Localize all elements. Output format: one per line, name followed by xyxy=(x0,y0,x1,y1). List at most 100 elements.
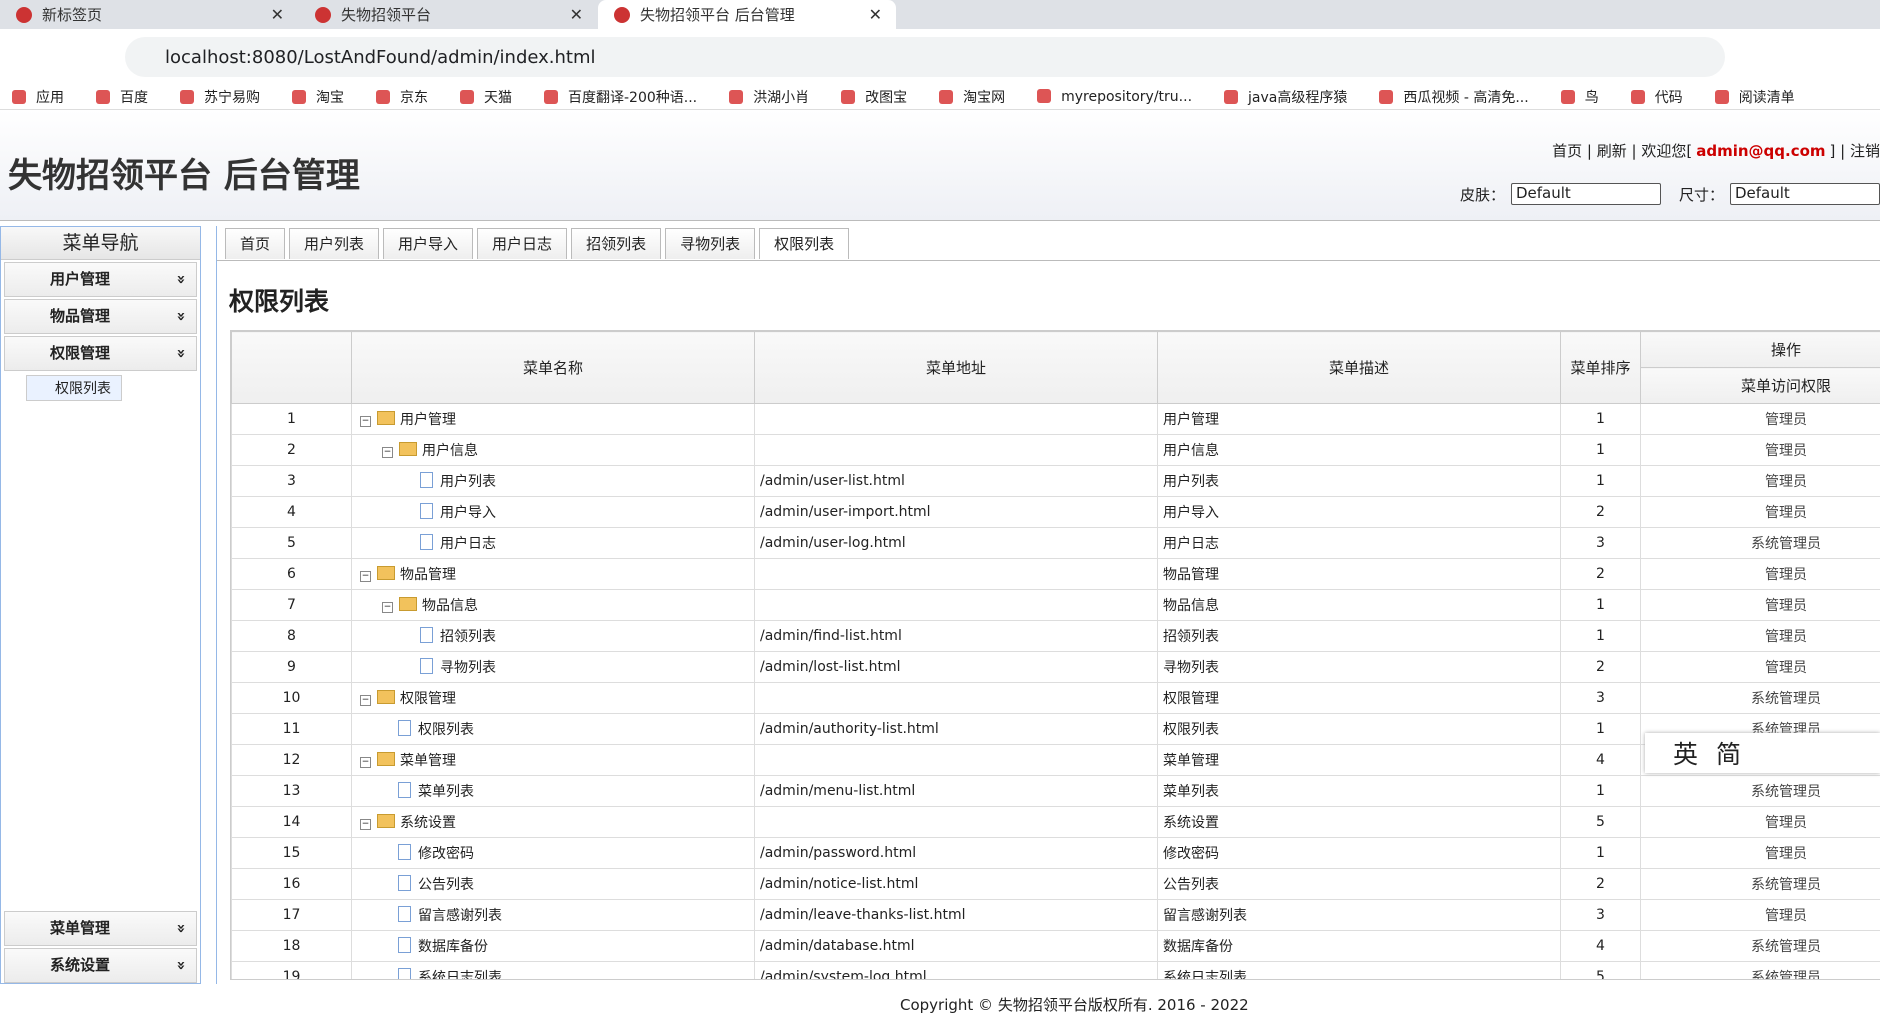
skin-label: 皮肤： xyxy=(1460,184,1505,205)
row-number: 2 xyxy=(232,435,352,466)
content-tab[interactable]: 首页 xyxy=(225,228,285,259)
menu-title: 菜单导航 xyxy=(1,227,200,260)
bookmark[interactable]: 应用 xyxy=(12,87,64,107)
bookmark[interactable]: 百度翻译-200种语... xyxy=(544,87,697,107)
welcome: 欢迎您[ xyxy=(1641,142,1692,160)
tree-toggle[interactable]: − xyxy=(360,416,371,427)
bookmark[interactable]: 淘宝 xyxy=(292,87,344,107)
role-cell: 管理员 xyxy=(1641,466,1880,497)
bookmark[interactable]: 西瓜视频 - 高清免... xyxy=(1379,87,1528,107)
tab-title: 失物招领平台 xyxy=(341,4,431,25)
row-number: 16 xyxy=(232,869,352,900)
content-tab[interactable]: 用户日志 xyxy=(477,228,567,259)
header-link[interactable]: 刷新 xyxy=(1597,142,1627,160)
content-tab[interactable]: 用户列表 xyxy=(289,228,379,259)
folder-icon xyxy=(377,411,395,425)
bookmark[interactable]: 改图宝 xyxy=(841,87,907,107)
bookmark[interactable]: 鸟 xyxy=(1561,87,1599,107)
bookmark[interactable]: 淘宝网 xyxy=(939,87,1005,107)
header-link[interactable]: 首页 xyxy=(1552,142,1582,160)
logout-link[interactable]: 注销 xyxy=(1850,142,1880,160)
menu-group[interactable]: 菜单管理 xyxy=(4,911,197,946)
header-cell: 菜单名称 xyxy=(352,332,755,404)
tab-close[interactable]: ✕ xyxy=(869,5,882,24)
tree-toggle[interactable]: − xyxy=(360,571,371,582)
menu-name: 数据库备份 xyxy=(418,939,488,955)
tabs-line xyxy=(217,260,1880,261)
tab-title: 新标签页 xyxy=(42,4,102,25)
folder-icon xyxy=(377,814,395,828)
sort-cell: 3 xyxy=(1561,528,1641,559)
sort-cell: 2 xyxy=(1561,652,1641,683)
header-cell: 操作 xyxy=(1641,332,1880,368)
bookmark[interactable]: java高级程序猿 xyxy=(1224,87,1347,107)
menu-bottom: 菜单管理系统设置 xyxy=(1,909,200,983)
content-tab[interactable]: 寻物列表 xyxy=(665,228,755,259)
content-tab[interactable]: 用户导入 xyxy=(383,228,473,259)
name-cell: 公告列表 xyxy=(352,869,755,900)
tab-close[interactable]: ✕ xyxy=(271,5,284,24)
row-number: 8 xyxy=(232,621,352,652)
ime-key[interactable]: 简 xyxy=(1716,735,1741,771)
content-tab[interactable]: 权限列表 xyxy=(759,228,849,259)
menu-name: 用户日志 xyxy=(440,536,496,552)
address-bar[interactable]: localhost:8080/LostAndFound/admin/index.… xyxy=(125,37,1725,77)
desc-cell: 物品管理 xyxy=(1158,559,1561,590)
content-tab[interactable]: 招领列表 xyxy=(571,228,661,259)
sort-cell: 4 xyxy=(1561,745,1641,776)
role-cell: 系统管理员 xyxy=(1641,683,1880,714)
bookmark[interactable]: 京东 xyxy=(376,87,428,107)
tree-toggle[interactable]: − xyxy=(360,757,371,768)
skin-select[interactable]: Default xyxy=(1511,183,1661,205)
name-cell: 寻物列表 xyxy=(352,652,755,683)
browser-tab[interactable]: 新标签页 ✕ xyxy=(0,0,298,29)
tab-icon xyxy=(315,7,331,23)
bookmark[interactable]: myrepository/tru... xyxy=(1037,89,1192,105)
menu-group[interactable]: 物品管理 xyxy=(4,299,197,334)
main-panel: 首页用户列表用户导入用户日志招领列表寻物列表权限列表 权限列表 菜单名称菜单地址… xyxy=(216,226,1880,984)
folder-icon xyxy=(399,597,417,611)
role-cell: 管理员 xyxy=(1641,807,1880,838)
file-icon xyxy=(398,844,411,860)
desc-cell: 权限管理 xyxy=(1158,683,1561,714)
row-number: 10 xyxy=(232,683,352,714)
menu-group[interactable]: 系统设置 xyxy=(4,948,197,983)
size-select[interactable]: Default xyxy=(1730,183,1880,205)
bookmark[interactable]: 代码 xyxy=(1631,87,1683,107)
url-cell xyxy=(755,404,1158,435)
tree-toggle[interactable]: − xyxy=(382,602,393,613)
file-icon xyxy=(398,937,411,953)
desc-cell: 用户信息 xyxy=(1158,435,1561,466)
menu-group[interactable]: 权限管理 xyxy=(4,336,197,371)
url-cell: /admin/leave-thanks-list.html xyxy=(755,900,1158,931)
url-cell: /admin/notice-list.html xyxy=(755,869,1158,900)
tree-toggle[interactable]: − xyxy=(360,695,371,706)
url-cell: /admin/find-list.html xyxy=(755,621,1158,652)
menu-name: 修改密码 xyxy=(418,846,474,862)
menu-item[interactable]: 权限列表 xyxy=(26,375,122,401)
tab-title: 失物招领平台 后台管理 xyxy=(640,4,795,25)
row-number: 6 xyxy=(232,559,352,590)
bookmark[interactable]: 苏宁易购 xyxy=(180,87,260,107)
row-number: 18 xyxy=(232,931,352,962)
name-cell: −用户管理 xyxy=(352,404,755,435)
ime-key[interactable]: 英 xyxy=(1673,735,1698,771)
header-cell: 菜单地址 xyxy=(755,332,1158,404)
tree-toggle[interactable]: − xyxy=(382,447,393,458)
browser-tab[interactable]: 失物招领平台 后台管理 ✕ xyxy=(598,0,896,29)
bookmark[interactable]: 天猫 xyxy=(460,87,512,107)
row-number: 11 xyxy=(232,714,352,745)
bookmark[interactable]: 洪湖小肖 xyxy=(729,87,809,107)
role-cell: 系统管理员 xyxy=(1641,962,1880,981)
browser-tab[interactable]: 失物招领平台 ✕ xyxy=(299,0,597,29)
tab-close[interactable]: ✕ xyxy=(570,5,583,24)
tree-toggle[interactable]: − xyxy=(360,819,371,830)
menu-name: 用户信息 xyxy=(422,443,478,459)
menu-group[interactable]: 用户管理 xyxy=(4,262,197,297)
bookmark[interactable]: 百度 xyxy=(96,87,148,107)
bookmark[interactable]: 阅读清单 xyxy=(1715,87,1795,107)
desc-cell: 用户列表 xyxy=(1158,466,1561,497)
